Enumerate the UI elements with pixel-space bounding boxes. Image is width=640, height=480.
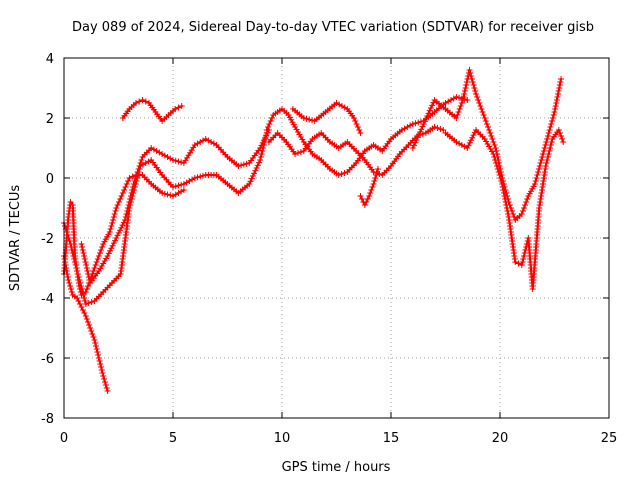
series-line: [411, 68, 563, 222]
series-line: [80, 128, 271, 285]
series-line: [62, 254, 109, 393]
chart-title: Day 089 of 2024, Sidereal Day-to-day VTE…: [72, 20, 594, 35]
x-tick-label: 0: [60, 431, 68, 446]
plot-frame: [63, 57, 610, 419]
y-tick-label: -4: [41, 292, 54, 307]
series-track-k: [442, 127, 567, 292]
y-tick-label: 2: [46, 112, 54, 127]
series-markers: [442, 127, 567, 292]
series-markers: [119, 97, 185, 124]
tick-labels: 0 5 10 15 20 25 -8 -6 -4 -2 0 2 4: [41, 52, 617, 446]
x-tick-label: 10: [274, 431, 291, 446]
series-track-e: [119, 97, 185, 124]
series-track-i: [357, 166, 381, 208]
y-tick-label: 0: [46, 172, 54, 187]
y-axis-label: SDTVAR / TECUs: [8, 185, 23, 292]
y-tick-label: -6: [41, 352, 54, 367]
series-track-h: [289, 100, 364, 136]
plot-area: [61, 67, 567, 394]
y-tick-label: -2: [41, 232, 54, 247]
series-markers: [357, 166, 381, 208]
y-tick-label: 4: [46, 52, 54, 67]
y-tick-label: -8: [41, 412, 54, 427]
series-track-g: [265, 124, 447, 178]
series-markers: [265, 124, 447, 178]
x-tick-label: 5: [169, 431, 177, 446]
series-markers: [289, 100, 364, 136]
x-tick-label: 25: [601, 431, 618, 446]
x-tick-label: 15: [383, 431, 400, 446]
series-markers: [78, 127, 272, 286]
x-tick-label: 20: [492, 431, 509, 446]
series-track-d: [78, 127, 272, 286]
grid: [64, 58, 609, 418]
x-axis-label: GPS time / hours: [282, 460, 391, 475]
